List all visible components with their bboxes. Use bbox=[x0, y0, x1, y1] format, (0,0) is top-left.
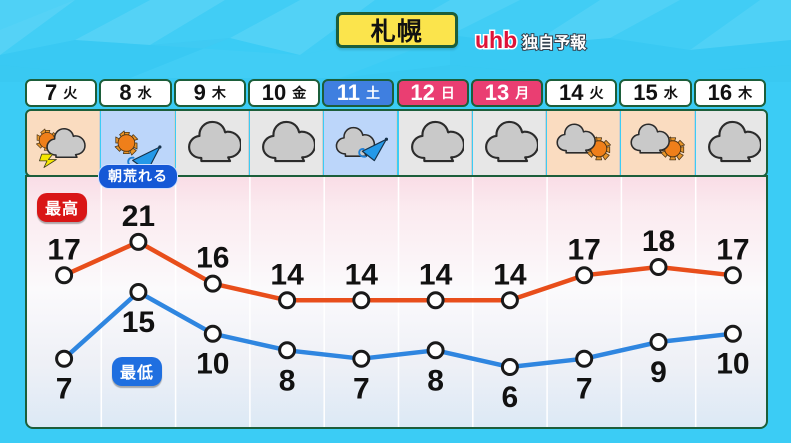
svg-text:17: 17 bbox=[568, 233, 601, 266]
svg-text:17: 17 bbox=[716, 233, 749, 266]
svg-text:21: 21 bbox=[122, 200, 155, 233]
svg-text:14: 14 bbox=[493, 258, 527, 291]
svg-text:8: 8 bbox=[427, 364, 444, 397]
svg-text:17: 17 bbox=[47, 233, 80, 266]
svg-text:7: 7 bbox=[353, 373, 370, 406]
svg-text:14: 14 bbox=[345, 258, 379, 291]
svg-text:16: 16 bbox=[196, 242, 229, 275]
svg-text:7: 7 bbox=[576, 373, 593, 406]
svg-text:10: 10 bbox=[716, 348, 749, 381]
svg-text:9: 9 bbox=[650, 356, 667, 389]
svg-text:18: 18 bbox=[642, 225, 675, 258]
svg-text:14: 14 bbox=[419, 258, 453, 291]
svg-text:7: 7 bbox=[56, 373, 73, 406]
svg-text:8: 8 bbox=[279, 364, 296, 397]
svg-text:6: 6 bbox=[502, 381, 519, 414]
svg-text:15: 15 bbox=[122, 306, 155, 339]
svg-text:14: 14 bbox=[270, 258, 304, 291]
svg-text:10: 10 bbox=[196, 348, 229, 381]
